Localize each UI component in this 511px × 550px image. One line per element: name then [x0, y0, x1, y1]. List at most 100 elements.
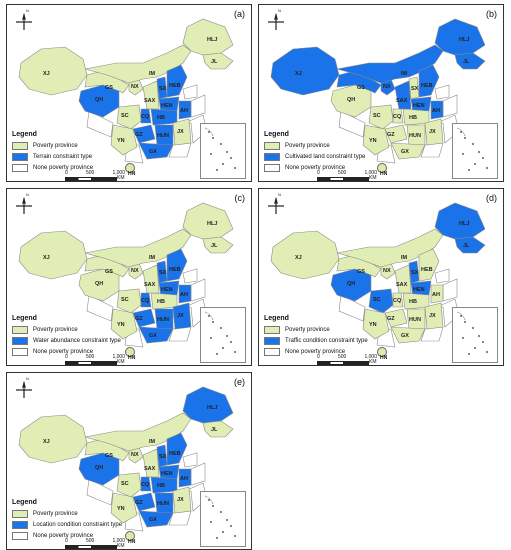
province-gx	[138, 510, 174, 528]
scale-tick: 500	[85, 538, 95, 544]
legend-none-swatch	[264, 347, 280, 356]
province-label-yn: YN	[369, 322, 377, 328]
province-label-gx: GX	[401, 333, 409, 339]
province-label-xj: XJ	[295, 71, 302, 77]
hainan-label: HN	[128, 171, 136, 177]
province-label-hun: HUN	[157, 133, 169, 139]
hainan-label: HN	[380, 171, 388, 177]
province-jl	[454, 236, 486, 254]
province-jl	[202, 52, 234, 70]
north-label: N	[278, 8, 281, 13]
province-label-sax: SAX	[396, 282, 408, 288]
province-sax	[394, 80, 412, 110]
hainan-island	[377, 347, 387, 357]
province-label-im: IM	[401, 255, 408, 261]
scale-bar: 0 500 1,000 KM	[65, 538, 125, 549]
legend: Legend Poverty province Water abundance co…	[12, 315, 162, 357]
legend-poverty-swatch	[264, 141, 280, 150]
panel-letter: (d)	[486, 193, 497, 203]
scale-bar: 0 500 1,000 KM	[65, 170, 125, 181]
province-map	[18, 202, 234, 348]
scale-bar: 0 500 1,000 KM	[317, 354, 377, 365]
province-gz	[384, 124, 408, 144]
legend-none-swatch	[264, 163, 280, 172]
legend-poverty-label: Poverty province	[285, 326, 330, 333]
legend-none-swatch	[12, 347, 28, 356]
legend-constraint: Terrain constraint type	[12, 151, 162, 162]
legend-title: Legend	[12, 315, 37, 322]
province-label-hb: HB	[157, 299, 165, 305]
scale-unit: KM	[369, 359, 377, 365]
legend-none-label: None poverty province	[33, 348, 94, 355]
province-label-im: IM	[149, 71, 156, 77]
legend-constraint-label: Terrain constraint type	[33, 153, 93, 160]
province-label-ah: AH	[432, 108, 440, 114]
province-xj	[270, 230, 340, 280]
scale-tick: 1,000	[112, 538, 125, 544]
legend-poverty: Poverty province	[264, 140, 414, 151]
legend-poverty-label: Poverty province	[33, 142, 78, 149]
non-poverty-region-6	[338, 110, 366, 138]
province-label-cq: CQ	[393, 114, 402, 120]
province-sc	[368, 288, 394, 314]
map-panel-4: XJ QH GS NX IM HLJ JL SX HEB SAX HEN AH SC CQ HB GZ HUN J…	[258, 188, 504, 366]
north-arrow-icon: N	[13, 8, 35, 33]
province-sax	[142, 80, 160, 110]
province-sc	[368, 104, 394, 130]
scale-tick: 500	[337, 354, 347, 360]
province-label-qh: QH	[95, 281, 104, 287]
province-yn	[110, 492, 138, 524]
province-label-nx: NX	[131, 452, 139, 458]
province-jl	[202, 236, 234, 254]
legend-constraint: Traffic condition constraint type	[264, 335, 414, 346]
non-poverty-region-2	[442, 94, 458, 118]
province-label-heb: HEB	[421, 267, 433, 273]
province-xj	[18, 230, 88, 280]
legend-none-label: None poverty province	[285, 164, 346, 171]
province-label-sx: SX	[159, 454, 167, 460]
non-poverty-region-3	[182, 268, 198, 284]
province-label-hen: HEN	[161, 471, 173, 477]
legend-none-label: None poverty province	[33, 532, 94, 539]
scale-tick: 500	[85, 170, 95, 176]
province-label-qh: QH	[95, 465, 104, 471]
non-poverty-region-3	[434, 84, 450, 100]
scale-tick: 1,000	[364, 354, 377, 360]
scale-tick: 0	[317, 354, 320, 360]
province-jl	[202, 420, 234, 438]
province-cq	[140, 292, 152, 308]
province-label-hb: HB	[157, 483, 165, 489]
province-label-hlj: HLJ	[459, 37, 470, 43]
non-poverty-region-6	[338, 294, 366, 322]
legend-poverty-label: Poverty province	[285, 142, 330, 149]
province-label-qh: QH	[347, 97, 356, 103]
legend-none-label: None poverty province	[285, 348, 346, 355]
province-map	[270, 202, 486, 348]
province-label-sx: SX	[411, 270, 419, 276]
province-sc	[116, 104, 142, 130]
province-sax	[394, 264, 412, 294]
province-ah	[430, 100, 444, 120]
hainan-island	[125, 531, 135, 541]
province-label-gz: GZ	[135, 132, 143, 138]
province-label-ah: AH	[180, 108, 188, 114]
non-poverty-region-2	[190, 462, 206, 486]
province-label-hb: HB	[157, 115, 165, 121]
legend-poverty-label: Poverty province	[33, 326, 78, 333]
province-label-gx: GX	[149, 333, 157, 339]
province-jx	[424, 118, 444, 146]
province-gz	[132, 492, 156, 512]
province-heb	[418, 64, 440, 98]
province-map	[270, 18, 486, 164]
province-label-sx: SX	[159, 86, 167, 92]
province-map	[18, 386, 234, 532]
province-cq	[140, 476, 152, 492]
province-label-nx: NX	[383, 268, 391, 274]
panel-letter: (e)	[234, 377, 245, 387]
north-label: N	[26, 8, 29, 13]
panel-letter: (a)	[234, 9, 245, 19]
province-label-xj: XJ	[43, 255, 50, 261]
legend-poverty-swatch	[12, 509, 28, 518]
province-label-sx: SX	[411, 86, 419, 92]
non-poverty-region-3	[182, 84, 198, 100]
